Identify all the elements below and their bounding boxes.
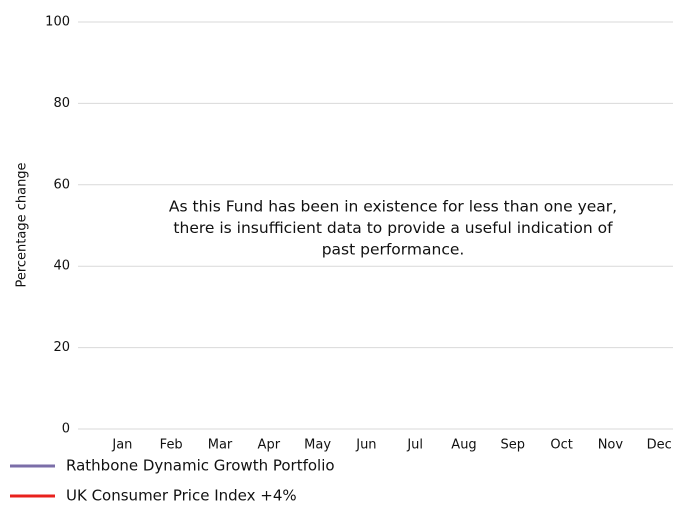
x-tick-label: Mar	[208, 438, 233, 453]
x-tick-label: Jan	[111, 438, 132, 453]
y-tick-label: 60	[53, 177, 70, 192]
y-tick-label: 80	[53, 96, 70, 111]
x-tick-label: Oct	[550, 438, 572, 453]
x-tick-label: Jun	[355, 438, 376, 453]
x-tick-label: May	[304, 438, 331, 453]
y-axis-label: Percentage change	[15, 162, 30, 287]
legend-label: Rathbone Dynamic Growth Portfolio	[66, 457, 335, 475]
x-tick-label: Sep	[501, 438, 526, 453]
x-tick-label: Dec	[647, 438, 672, 453]
y-tick-label: 100	[45, 15, 70, 30]
x-tick-label: Aug	[451, 438, 476, 453]
annotation: As this Fund has been in existence for l…	[169, 198, 617, 216]
y-tick-label: 40	[53, 259, 70, 274]
x-tick-label: Apr	[258, 438, 281, 453]
annotation: past performance.	[322, 241, 465, 259]
annotation: there is insufficient data to provide a …	[173, 219, 613, 237]
x-tick-label: Feb	[160, 438, 183, 453]
x-tick-label: Jul	[406, 438, 423, 453]
y-tick-label: 20	[53, 340, 70, 355]
y-tick-label: 0	[62, 422, 70, 437]
legend-label: UK Consumer Price Index +4%	[66, 487, 297, 505]
x-tick-label: Nov	[598, 438, 624, 453]
